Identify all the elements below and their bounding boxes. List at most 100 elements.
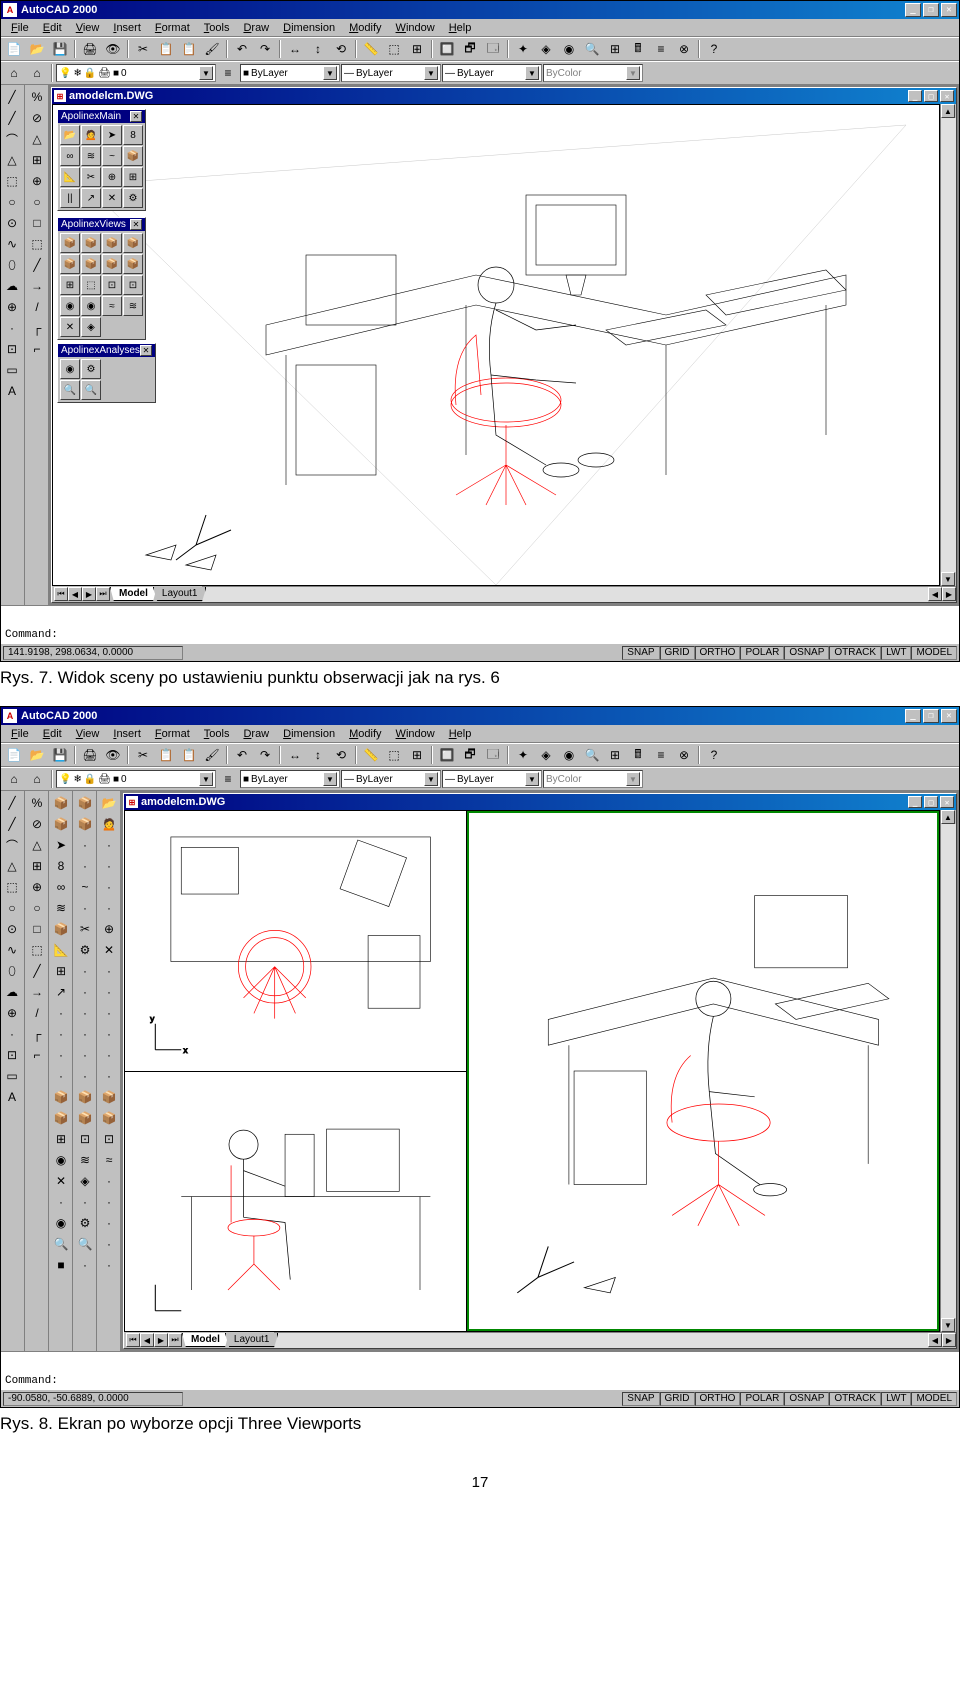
- palette-close-button[interactable]: ✕: [140, 345, 152, 356]
- tool-button[interactable]: 8: [50, 856, 72, 876]
- toolbar-button[interactable]: ⬚: [383, 745, 405, 765]
- tool-button[interactable]: ⌐: [26, 339, 48, 359]
- tool-button[interactable]: 📦: [74, 814, 96, 834]
- doc-minimize-button[interactable]: _: [908, 90, 922, 102]
- tab-prev-button[interactable]: ◀: [68, 587, 82, 601]
- palette-button[interactable]: 📦: [123, 233, 143, 253]
- tool-button[interactable]: ✕: [98, 940, 120, 960]
- tool-button[interactable]: △: [2, 856, 22, 876]
- palette-button[interactable]: 📦: [102, 233, 122, 253]
- tool-button[interactable]: 📦: [50, 1087, 72, 1107]
- toolbar-button[interactable]: 📂: [26, 745, 48, 765]
- restore-button[interactable]: ❐: [923, 3, 939, 17]
- toolbar-button[interactable]: ◉: [558, 39, 580, 59]
- minimize-button[interactable]: _: [905, 3, 921, 17]
- tool-button[interactable]: ·: [74, 1066, 96, 1086]
- menu-format[interactable]: Format: [149, 21, 196, 35]
- scroll-up-button[interactable]: ▲: [941, 810, 955, 824]
- toolbar-button[interactable]: ◈: [535, 39, 557, 59]
- scroll-right-button[interactable]: ▶: [942, 1333, 956, 1347]
- lineweight-dropdown[interactable]: — ByLayer ▼: [442, 770, 542, 788]
- tool-button[interactable]: ≈: [98, 1150, 120, 1170]
- palette-button[interactable]: ∞: [60, 146, 80, 166]
- apolinex-main-palette[interactable]: ApolinexMain✕ 📂🙍➤8∞≋~📦📐✂⊕⊞||↗✕⚙: [57, 109, 146, 211]
- tool-button[interactable]: ·: [2, 318, 22, 338]
- scroll-up-button[interactable]: ▲: [941, 104, 955, 118]
- toolbar-button[interactable]: ✂: [132, 39, 154, 59]
- scroll-left-button[interactable]: ◀: [928, 1333, 942, 1347]
- tool-button[interactable]: ◉: [50, 1150, 72, 1170]
- tool-button[interactable]: ◈: [74, 1171, 96, 1191]
- command-line[interactable]: Command:: [1, 606, 959, 643]
- toolbar-button[interactable]: ✂: [132, 745, 154, 765]
- palette-button[interactable]: 📐: [60, 167, 80, 187]
- tool-button[interactable]: ⬚: [2, 877, 22, 897]
- vertical-scrollbar[interactable]: ▲ ▼: [940, 104, 956, 586]
- doc-maximize-button[interactable]: □: [924, 90, 938, 102]
- toolbar-button[interactable]: ⊞: [604, 39, 626, 59]
- palette-button[interactable]: 📦: [81, 233, 101, 253]
- tool-button[interactable]: ⬚: [26, 234, 48, 254]
- status-toggle-grid[interactable]: GRID: [660, 646, 695, 660]
- toolbar-button[interactable]: 🖌: [201, 39, 223, 59]
- menu-modify[interactable]: Modify: [343, 21, 387, 35]
- tab-prev-button[interactable]: ◀: [140, 1333, 154, 1347]
- toolbar-button[interactable]: ↶: [231, 39, 253, 59]
- horizontal-scrollbar[interactable]: ◀ ▶: [202, 586, 956, 602]
- palette-button[interactable]: 8: [123, 125, 143, 145]
- lineweight-dropdown[interactable]: — ByLayer ▼: [442, 64, 542, 82]
- linetype-dropdown[interactable]: — ByLayer ▼: [341, 64, 441, 82]
- toolbar-button[interactable]: 📋: [178, 39, 200, 59]
- toolbar-button[interactable]: ≡: [650, 745, 672, 765]
- tool-button[interactable]: 📦: [50, 793, 72, 813]
- menu-insert[interactable]: Insert: [107, 21, 147, 35]
- close-button[interactable]: ✕: [941, 3, 957, 17]
- palette-button[interactable]: ≈: [102, 296, 122, 316]
- tool-button[interactable]: ╱: [2, 793, 22, 813]
- tool-button[interactable]: ·: [98, 1171, 120, 1191]
- toolbar-button[interactable]: ?: [703, 39, 725, 59]
- toolbar-button[interactable]: 📄: [3, 39, 25, 59]
- layer-states-icon[interactable]: ≡: [217, 63, 239, 83]
- palette-button[interactable]: 🙍: [81, 125, 101, 145]
- palette-button[interactable]: ⊞: [123, 167, 143, 187]
- vertical-scrollbar[interactable]: ▲ ▼: [940, 810, 956, 1332]
- palette-button[interactable]: 📦: [123, 146, 143, 166]
- menu-insert[interactable]: Insert: [107, 727, 147, 741]
- toolbar-button[interactable]: 📏: [360, 745, 382, 765]
- tab-first-button[interactable]: ⏮: [54, 587, 68, 601]
- menu-tools[interactable]: Tools: [198, 727, 236, 741]
- drawing-canvas[interactable]: x y: [124, 810, 940, 1332]
- menu-file[interactable]: File: [5, 727, 35, 741]
- tool-button[interactable]: ⊡: [2, 1045, 22, 1065]
- tool-button[interactable]: ·: [74, 961, 96, 981]
- tool-button[interactable]: ·: [98, 1192, 120, 1212]
- toolbar-button[interactable]: 🔲: [436, 39, 458, 59]
- tool-button[interactable]: 🙍: [98, 814, 120, 834]
- toolbar-button[interactable]: ⊞: [406, 39, 428, 59]
- tool-button[interactable]: ⚙: [74, 940, 96, 960]
- tool-button[interactable]: ·: [98, 1003, 120, 1023]
- toolbar-button[interactable]: ⊞: [406, 745, 428, 765]
- menu-help[interactable]: Help: [443, 727, 478, 741]
- plotstyle-dropdown[interactable]: ByColor ▼: [543, 770, 643, 788]
- tool-button[interactable]: 📦: [98, 1087, 120, 1107]
- palette-button[interactable]: ✕: [60, 317, 80, 337]
- viewport-top[interactable]: x y: [125, 811, 466, 1072]
- palette-button[interactable]: ~: [102, 146, 122, 166]
- palette-button[interactable]: ⊡: [123, 275, 143, 295]
- status-toggle-model[interactable]: MODEL: [911, 646, 957, 660]
- layer-prev-icon[interactable]: ⌂: [26, 63, 48, 83]
- menu-help[interactable]: Help: [443, 21, 478, 35]
- palette-button[interactable]: ◈: [81, 317, 101, 337]
- palette-button[interactable]: ≋: [81, 146, 101, 166]
- tool-button[interactable]: ┌: [26, 1024, 48, 1044]
- tool-button[interactable]: 📦: [50, 1108, 72, 1128]
- tool-button[interactable]: ⌐: [26, 1045, 48, 1065]
- tool-button[interactable]: ⊘: [26, 108, 48, 128]
- toolbar-button[interactable]: ↶: [231, 745, 253, 765]
- status-toggle-otrack[interactable]: OTRACK: [829, 1392, 881, 1406]
- tool-button[interactable]: ╱: [2, 814, 22, 834]
- tool-button[interactable]: ■: [50, 1255, 72, 1275]
- tool-button[interactable]: 📦: [98, 1108, 120, 1128]
